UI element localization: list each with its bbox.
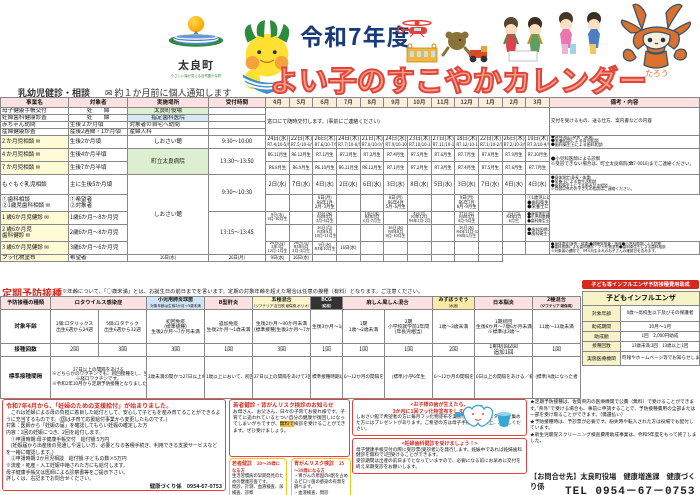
svg-text:たろう: たろう (645, 68, 669, 79)
